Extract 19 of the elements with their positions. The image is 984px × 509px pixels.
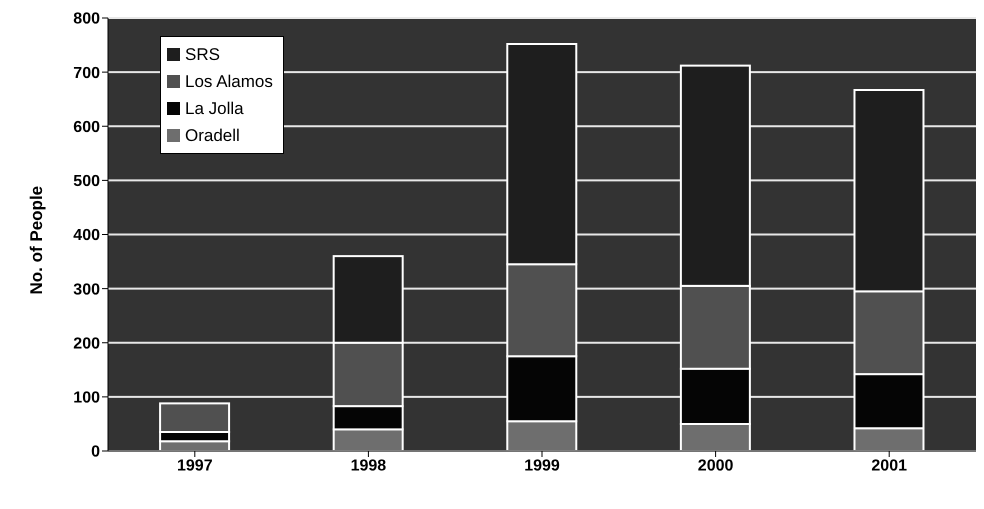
- y-tick-label: 400: [73, 227, 100, 244]
- x-tick-label: 2001: [871, 457, 908, 474]
- y-tick-label: 600: [73, 118, 100, 136]
- legend-label: Los Alamos: [185, 72, 273, 92]
- x-tick-label: 1997: [177, 457, 213, 474]
- y-tick-label: 300: [73, 281, 100, 298]
- y-tick-label: 700: [73, 64, 100, 82]
- y-tick-label: 800: [73, 10, 100, 28]
- y-axis-title: No. of People: [27, 186, 46, 294]
- x-tick-label: 1998: [350, 457, 386, 474]
- y-tick-label: 500: [73, 173, 100, 190]
- y-tick-label: 0: [91, 444, 100, 461]
- y-tick-label: 200: [73, 335, 100, 352]
- legend-label: La Jolla: [185, 98, 244, 118]
- y-tick-label: 100: [73, 390, 100, 407]
- legend-label: SRS: [185, 44, 220, 64]
- x-tick-label: 1999: [524, 457, 560, 474]
- legend-label: Oradell: [185, 126, 240, 146]
- x-tick-label: 2000: [698, 457, 734, 474]
